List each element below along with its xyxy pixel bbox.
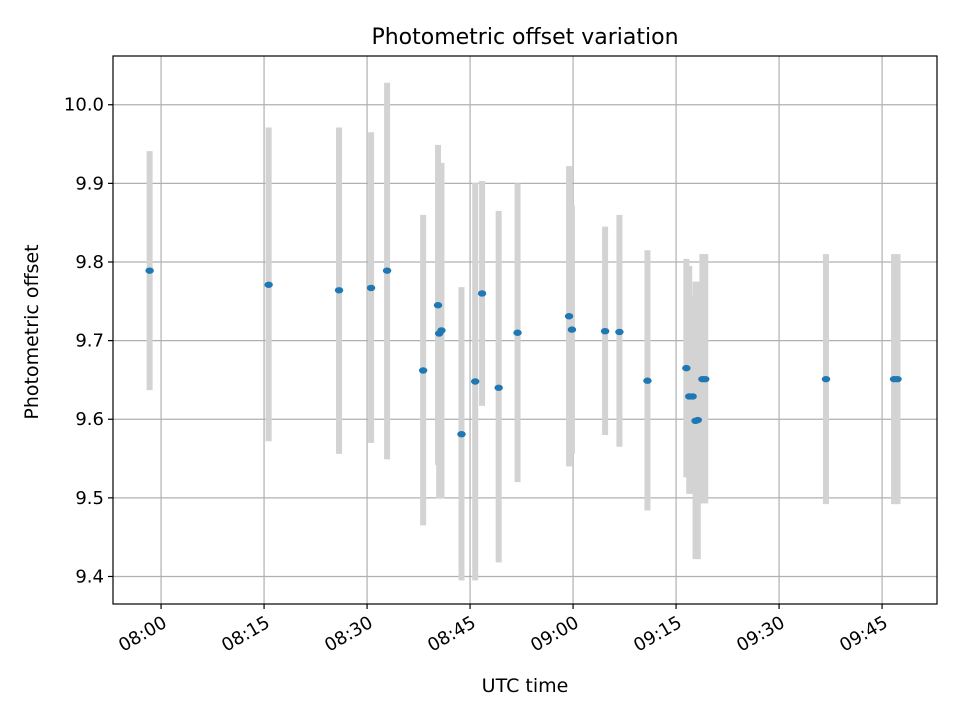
- data-point: [382, 267, 392, 274]
- data-point: [418, 367, 428, 374]
- data-point: [457, 430, 466, 438]
- data-point: [688, 393, 697, 400]
- chart-title: Photometric offset variation: [371, 25, 678, 50]
- x-tick-label: 09:45: [836, 612, 891, 656]
- data-point: [477, 290, 487, 297]
- y-tick-label: 9.4: [75, 566, 104, 587]
- data-point: [471, 378, 480, 385]
- x-tick-label: 08:15: [218, 612, 273, 656]
- y-tick-label: 9.7: [75, 331, 104, 352]
- y-tick-label: 9.6: [75, 409, 104, 430]
- x-tick-label: 09:15: [630, 612, 685, 656]
- y-axis-ticks: 9.4 9.5 9.6 9.7 9.8 9.9 10.0: [64, 95, 113, 587]
- x-tick-label: 08:30: [321, 612, 376, 656]
- x-axis-ticks: 08:00 08:15 08:30 08:45 09:00 09:15 09:30 09:45: [115, 604, 892, 656]
- data-point: [701, 375, 710, 383]
- data-point: [643, 377, 652, 384]
- x-axis-label: UTC time: [482, 675, 569, 697]
- y-axis-label: Photometric offset: [21, 244, 43, 419]
- data-point: [494, 384, 503, 391]
- y-tick-label: 9.9: [75, 173, 104, 194]
- data-point: [893, 375, 902, 383]
- data-point: [615, 328, 624, 336]
- data-point: [564, 313, 574, 320]
- data-point: [600, 327, 610, 335]
- data-point: [366, 284, 376, 292]
- data-point: [513, 329, 522, 336]
- data-point: [821, 375, 831, 383]
- y-tick-label: 9.5: [75, 488, 104, 509]
- y-tick-label: 9.8: [75, 252, 104, 273]
- data-point: [437, 327, 446, 334]
- data-point: [264, 281, 273, 288]
- plot-area-frame: [112, 55, 938, 605]
- data-point: [145, 267, 154, 274]
- data-point: [334, 287, 344, 294]
- grid-lines: [113, 56, 937, 604]
- x-tick-label: 08:00: [115, 612, 170, 656]
- x-tick-label: 09:00: [527, 612, 582, 656]
- data-point: [567, 326, 577, 333]
- x-tick-label: 08:45: [424, 612, 479, 656]
- data-point: [693, 416, 703, 424]
- data-points: [145, 267, 902, 438]
- data-point: [433, 302, 443, 309]
- error-bars: [146, 82, 901, 581]
- data-point: [682, 364, 691, 372]
- y-tick-label: 10.0: [64, 95, 104, 116]
- x-tick-label: 09:30: [733, 612, 788, 656]
